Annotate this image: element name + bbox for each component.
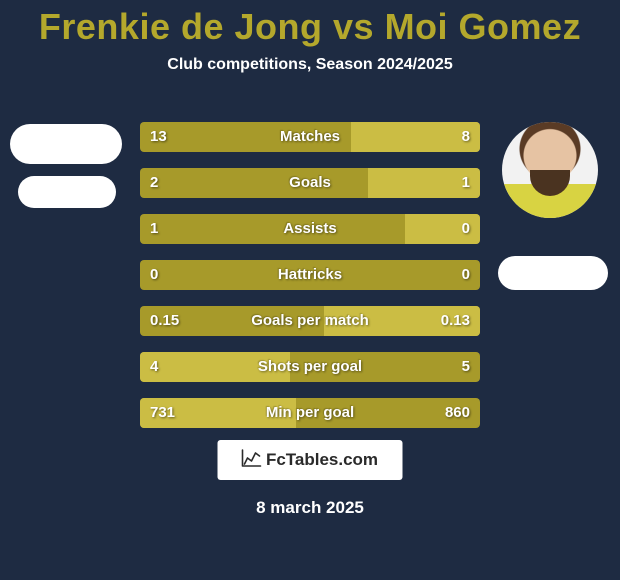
stat-label: Hattricks xyxy=(140,260,480,290)
stat-value-left: 13 xyxy=(140,122,177,152)
stat-label: Goals per match xyxy=(140,306,480,336)
stat-row: Min per goal731 860 xyxy=(140,398,480,428)
stat-value-left: 731 xyxy=(140,398,185,428)
player1-name: Frenkie de Jong xyxy=(39,6,323,47)
stat-row: Goals2 1 xyxy=(140,168,480,198)
stat-row: Matches13 8 xyxy=(140,122,480,152)
stat-value-left: 4 xyxy=(140,352,168,382)
vs-text: vs xyxy=(333,6,374,47)
stat-value-left: 2 xyxy=(140,168,168,198)
comparison-bars: Matches138Goals21Assists10Hattricks00Goa… xyxy=(140,122,480,444)
date-text: 8 march 2025 xyxy=(0,498,620,518)
stat-label: Shots per goal xyxy=(140,352,480,382)
logo-text: FcTables.com xyxy=(266,450,378,470)
stat-value-right: 0.13 xyxy=(431,306,480,336)
player1-flag-placeholder xyxy=(18,176,116,208)
player2-flag-placeholder xyxy=(498,256,608,290)
stat-value-right: 0 xyxy=(452,214,480,244)
player2-avatar xyxy=(502,122,598,218)
subtitle: Club competitions, Season 2024/2025 xyxy=(0,56,620,74)
chart-icon xyxy=(242,449,262,472)
stat-value-left: 0 xyxy=(140,260,168,290)
stat-value-right: 0 xyxy=(452,260,480,290)
stat-label: Matches xyxy=(140,122,480,152)
stat-row: Shots per goal4 5 xyxy=(140,352,480,382)
fctables-logo: FcTables.com xyxy=(218,440,403,480)
stat-value-right: 860 xyxy=(435,398,480,428)
stat-value-left: 1 xyxy=(140,214,168,244)
player2-name: Moi Gomez xyxy=(385,6,582,47)
stat-value-left: 0.15 xyxy=(140,306,189,336)
stat-label: Min per goal xyxy=(140,398,480,428)
stat-value-right: 5 xyxy=(452,352,480,382)
stat-value-right: 1 xyxy=(452,168,480,198)
comparison-title: Frenkie de Jong vs Moi Gomez xyxy=(0,0,620,48)
stat-value-right: 8 xyxy=(452,122,480,152)
stat-label: Assists xyxy=(140,214,480,244)
player1-avatar-placeholder xyxy=(10,124,122,164)
stat-label: Goals xyxy=(140,168,480,198)
stat-row: Assists1 0 xyxy=(140,214,480,244)
stat-row: Hattricks0 0 xyxy=(140,260,480,290)
stat-row: Goals per match0.15 0.13 xyxy=(140,306,480,336)
